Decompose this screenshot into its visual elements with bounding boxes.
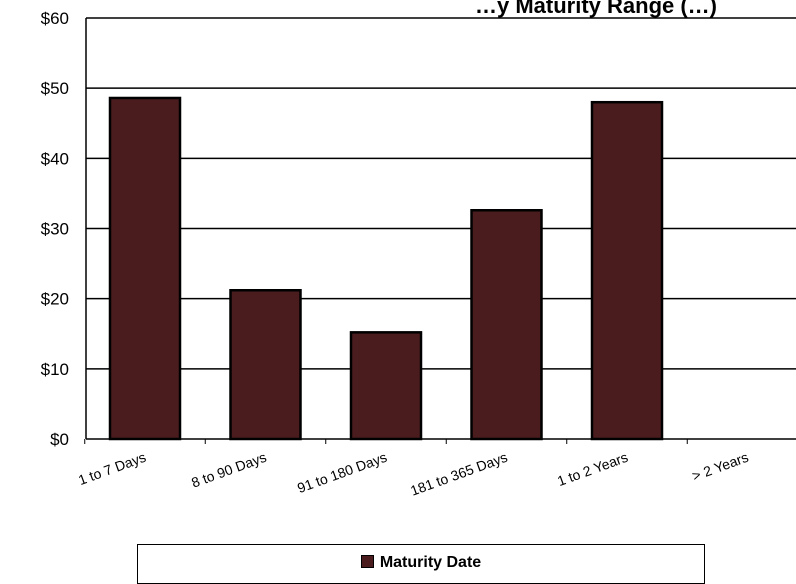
y-tick-label: $60 bbox=[41, 9, 69, 28]
bar bbox=[590, 100, 664, 441]
x-tick-label: 1 to 7 Days bbox=[76, 449, 148, 488]
y-tick-label: $10 bbox=[41, 360, 69, 379]
legend: Maturity Date bbox=[137, 544, 705, 584]
legend-label: Maturity Date bbox=[379, 554, 482, 571]
y-tick-label: $30 bbox=[41, 220, 69, 239]
y-tick-label: $50 bbox=[41, 79, 69, 98]
x-tick-label: 1 to 2 Years bbox=[555, 449, 630, 489]
y-tick-label: $40 bbox=[41, 149, 69, 168]
bar bbox=[108, 96, 182, 441]
bar bbox=[349, 331, 423, 441]
x-tick-label: 91 to 180 Days bbox=[295, 449, 389, 496]
x-tick-label: 8 to 90 Days bbox=[189, 449, 268, 491]
chart-title: …y Maturity Range (…) bbox=[475, 0, 717, 18]
x-tick-label: 181 to 365 Days bbox=[408, 449, 509, 499]
y-tick-label: $20 bbox=[41, 290, 69, 309]
y-tick-label: $0 bbox=[50, 430, 69, 449]
bar bbox=[470, 209, 543, 441]
x-tick-label: > 2 Years bbox=[690, 449, 751, 484]
legend-swatch bbox=[360, 555, 374, 568]
bar bbox=[229, 288, 302, 441]
